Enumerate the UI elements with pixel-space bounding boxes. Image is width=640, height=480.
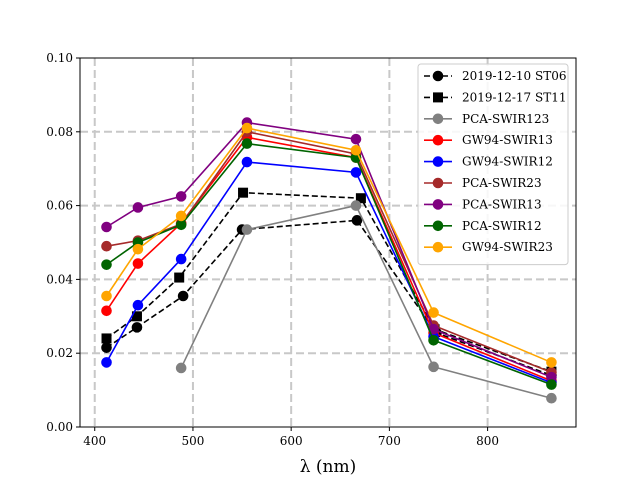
data-point bbox=[174, 272, 185, 283]
series-7 bbox=[101, 138, 557, 390]
x-tick-label: 400 bbox=[83, 434, 106, 448]
data-point bbox=[101, 240, 112, 252]
data-point bbox=[175, 191, 187, 202]
legend-label: GW94-SWIR13 bbox=[462, 133, 553, 147]
data-point bbox=[350, 200, 362, 211]
data-point bbox=[546, 392, 557, 404]
data-point bbox=[132, 258, 144, 269]
data-point bbox=[101, 221, 112, 233]
data-point bbox=[177, 290, 189, 302]
legend-label: GW94-SWIR12 bbox=[462, 155, 553, 169]
data-point bbox=[428, 334, 439, 346]
data-point bbox=[546, 379, 557, 390]
data-point bbox=[241, 122, 253, 134]
legend-label: PCA-SWIR13 bbox=[462, 197, 542, 211]
x-tick-label: 700 bbox=[378, 434, 401, 448]
data-point bbox=[355, 193, 366, 204]
data-point bbox=[101, 333, 112, 344]
y-tick-label: 0.10 bbox=[46, 51, 73, 65]
y-tick-label: 0.04 bbox=[46, 272, 73, 286]
data-point bbox=[546, 357, 557, 368]
data-point bbox=[350, 144, 362, 156]
y-tick-label: 0.06 bbox=[46, 199, 73, 213]
legend-marker bbox=[433, 92, 443, 103]
x-tick-label: 500 bbox=[181, 434, 204, 448]
legend-marker bbox=[432, 199, 444, 210]
y-tick-label: 0.02 bbox=[46, 346, 73, 360]
legend-label: GW94-SWIR23 bbox=[462, 240, 553, 254]
legend-marker bbox=[432, 241, 444, 253]
data-point bbox=[101, 357, 112, 368]
legend-marker bbox=[432, 134, 444, 146]
data-point bbox=[351, 215, 363, 226]
series-2 bbox=[175, 200, 557, 404]
data-point bbox=[101, 342, 112, 353]
legend-label: 2019-12-10 ST06 bbox=[462, 69, 567, 83]
data-point bbox=[175, 210, 187, 222]
x-tick-label: 800 bbox=[476, 434, 499, 448]
x-axis-label: λ (nm) bbox=[300, 457, 357, 477]
legend-marker bbox=[432, 220, 444, 232]
legend-marker bbox=[432, 156, 444, 167]
plot-frame bbox=[79, 57, 577, 428]
data-point bbox=[175, 219, 187, 231]
legend-label: 2019-12-17 ST11 bbox=[462, 90, 567, 104]
data-point bbox=[241, 138, 253, 149]
data-point bbox=[175, 362, 187, 374]
data-point bbox=[131, 322, 143, 333]
data-point bbox=[101, 290, 112, 302]
data-point bbox=[350, 133, 362, 145]
legend-marker bbox=[432, 113, 444, 125]
data-point bbox=[241, 156, 253, 168]
legend-label: PCA-SWIR123 bbox=[462, 112, 549, 126]
series-8 bbox=[101, 122, 557, 368]
y-tick-label: 0.00 bbox=[46, 420, 73, 434]
data-point bbox=[132, 202, 144, 213]
axis-layer: 400 500 600 700 800 0.00 0.02 0.04 0.06 0.08 0.10 bbox=[46, 51, 499, 448]
legend-box bbox=[417, 63, 569, 266]
x-tick-label: 600 bbox=[280, 434, 303, 448]
y-tick-label: 0.08 bbox=[46, 125, 73, 139]
series-layer bbox=[101, 117, 557, 404]
legend: 2019-12-10 ST06 2019-12-17 ST11 PCA-SWIR12… bbox=[417, 63, 569, 266]
data-point bbox=[175, 253, 187, 265]
data-point bbox=[132, 243, 144, 255]
legend-label: PCA-SWIR23 bbox=[462, 176, 542, 190]
data-point bbox=[428, 361, 439, 373]
legend-label: PCA-SWIR12 bbox=[462, 219, 542, 233]
data-point bbox=[132, 299, 144, 311]
data-point bbox=[101, 259, 112, 270]
data-point bbox=[101, 305, 112, 317]
legend-marker bbox=[432, 70, 444, 82]
data-point bbox=[241, 224, 253, 235]
data-point bbox=[428, 307, 439, 318]
data-point bbox=[350, 167, 362, 178]
legend-marker bbox=[432, 177, 444, 189]
data-point bbox=[238, 187, 249, 198]
